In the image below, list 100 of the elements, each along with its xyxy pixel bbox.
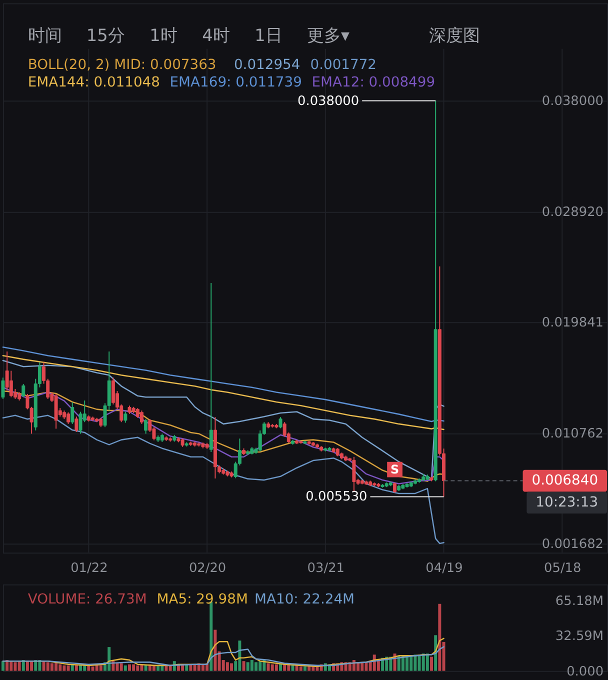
bar: [426, 654, 429, 671]
annotation: 深度图: [428, 24, 480, 45]
bar: [62, 665, 66, 671]
bar: [304, 666, 306, 671]
text: EMA144: 0.011048: [28, 74, 160, 91]
bar: [176, 665, 180, 671]
x-tick-label: 01/22: [70, 560, 108, 576]
bar: [168, 665, 172, 671]
bar: [18, 661, 21, 671]
bar: [144, 665, 148, 671]
bar: [152, 665, 156, 671]
text: MA10: 22.24M: [254, 591, 355, 608]
bar: [136, 665, 140, 671]
y-tick-label: 0.028920: [542, 204, 604, 220]
bar: [34, 660, 38, 671]
bar: [124, 665, 127, 671]
annotation: 4时: [202, 24, 230, 45]
candlestick: [22, 383, 26, 398]
bar: [266, 663, 270, 671]
candlestick: [111, 377, 115, 405]
bar: [299, 666, 302, 671]
bar: [128, 664, 131, 671]
candlestick: [9, 370, 13, 398]
x-tick-label: 03/21: [307, 560, 344, 576]
candlestick: [99, 417, 103, 428]
bar: [50, 663, 54, 671]
bar: [295, 665, 298, 671]
bar: [410, 656, 413, 671]
x-tick-label: 04/19: [426, 560, 463, 576]
candlestick: [393, 482, 397, 494]
candlestick: [144, 418, 148, 434]
annotation: 0.005530: [306, 490, 368, 505]
candlestick: [209, 282, 213, 452]
ref-line-label: 0.006840: [532, 472, 598, 489]
bar: [418, 654, 421, 671]
bar: [87, 665, 90, 671]
candlestick: [140, 410, 144, 424]
candlestick: [352, 456, 356, 492]
y-tick-label: 0.019841: [542, 316, 604, 331]
bar: [160, 665, 164, 671]
bar: [46, 662, 50, 671]
bar: [189, 664, 192, 671]
bar: [164, 665, 168, 671]
bar: [66, 665, 70, 671]
y-tick-label: 65.18M: [555, 594, 604, 609]
bar: [430, 656, 434, 671]
bar: [246, 662, 250, 671]
bar: [99, 665, 102, 671]
text: 0.012954: [234, 56, 300, 73]
bar: [91, 666, 94, 671]
y-tick-label: 0.010762: [542, 426, 604, 442]
annotation: 10:23:13: [536, 494, 598, 511]
bar: [414, 654, 417, 671]
candlestick: [70, 402, 74, 424]
candlestick: [1, 377, 5, 400]
x-tick-label: 02/20: [188, 560, 226, 576]
bar: [58, 664, 62, 671]
x-tick-label: 05/18: [544, 560, 582, 576]
bar: [70, 664, 74, 671]
bar: [1, 661, 4, 671]
bar: [352, 660, 356, 671]
bar: [132, 664, 136, 671]
bar: [14, 662, 17, 671]
bar: [22, 660, 25, 671]
bar: [10, 661, 13, 671]
candlestick: [278, 416, 282, 429]
candlestick: [124, 411, 128, 424]
y-tick-label: 0.000: [566, 664, 604, 680]
text: BOLL(20, 2) MID: 0.007363: [28, 56, 216, 73]
bar: [74, 665, 78, 671]
bar: [38, 660, 42, 671]
text: EMA169: 0.011739: [170, 74, 302, 91]
bar: [226, 662, 229, 671]
y-tick-label: 0.038000: [542, 94, 604, 110]
bar: [308, 666, 311, 671]
bar: [214, 630, 217, 671]
bar: [201, 664, 204, 671]
bar: [238, 640, 242, 671]
annotation: 1时: [150, 24, 178, 45]
bar: [26, 661, 29, 671]
bar: [230, 663, 234, 671]
y-tick-label: 32.59M: [555, 629, 604, 644]
annotation: 时间: [28, 24, 62, 45]
text: MA5: 29.98M: [156, 591, 248, 608]
text: EMA12: 0.008499: [312, 74, 436, 91]
bar: [30, 661, 34, 671]
bar: [95, 665, 98, 671]
bar: [250, 660, 254, 671]
annotation: 15分: [86, 24, 125, 45]
annotation: S: [390, 462, 400, 477]
candlestick: [74, 416, 78, 432]
y-tick-label: 0.001682: [542, 537, 604, 552]
bar: [242, 661, 246, 671]
bar: [156, 665, 160, 671]
bar: [270, 664, 274, 671]
bar: [6, 660, 9, 671]
annotation: 更多▾: [307, 24, 350, 45]
text: 0.001772: [310, 56, 377, 73]
annotation: 0.038000: [298, 94, 360, 109]
candlestick: [66, 412, 70, 424]
